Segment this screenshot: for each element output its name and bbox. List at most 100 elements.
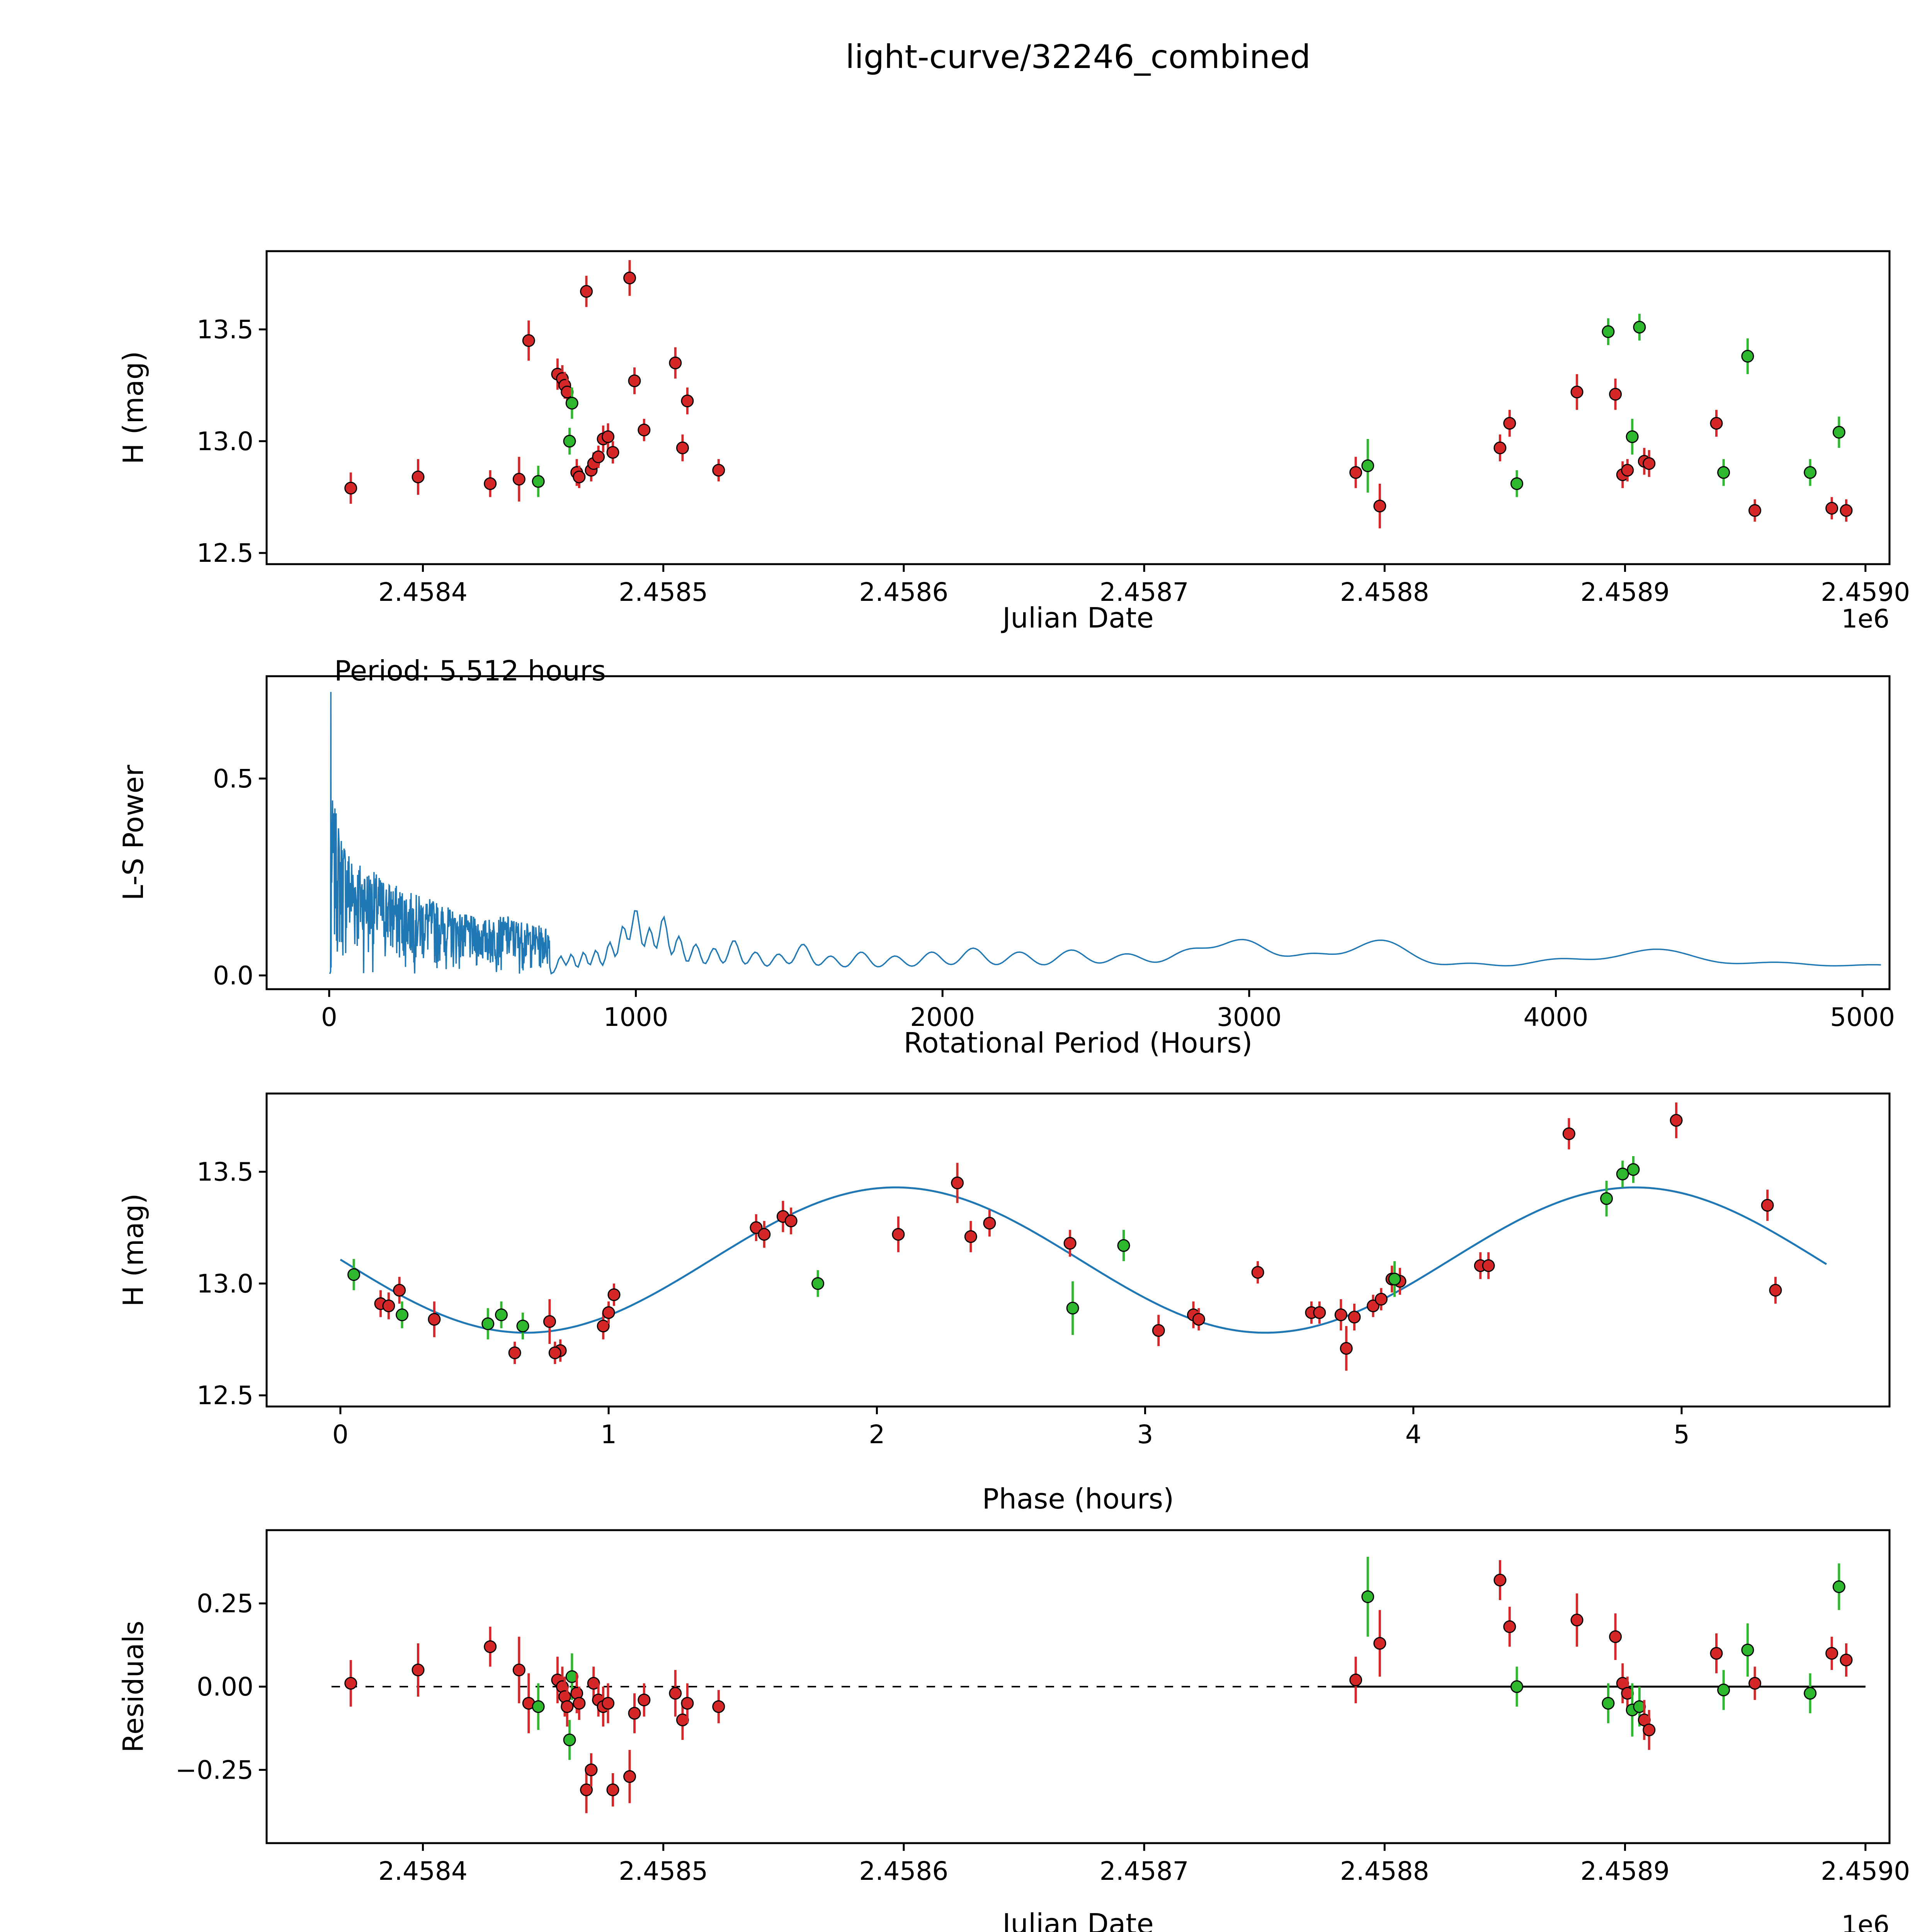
data-point-red — [580, 285, 593, 298]
x-tick-label: 4000 — [1524, 1002, 1588, 1032]
data-point-red — [1748, 1677, 1762, 1690]
panel-residuals: 2.4584 2.4585 2.4586 2.4587 2.4588 2.4589 2.45… — [175, 1529, 1910, 1886]
y-tick-label: 12.5 — [197, 1381, 253, 1410]
data-point-red — [1063, 1237, 1077, 1250]
residuals-x-offset-label: 1e6 — [1841, 1910, 1889, 1932]
data-point-red — [1748, 504, 1762, 517]
data-point-red — [1609, 388, 1622, 401]
phase-y-axis-label: H (mag) — [117, 1193, 150, 1307]
data-point-green — [1117, 1239, 1130, 1252]
data-point-green — [1510, 1680, 1524, 1693]
data-point-red — [628, 374, 641, 388]
data-point-red — [602, 1697, 615, 1710]
data-point-red — [1769, 1284, 1782, 1297]
y-tick-label: 13.0 — [197, 427, 253, 456]
light_curve-points — [344, 260, 1853, 529]
x-tick-label: 2.4590 — [1821, 577, 1910, 607]
y-tick-label: 13.0 — [197, 1269, 253, 1299]
data-point-green — [1741, 1643, 1754, 1656]
x-tick-label: 2.4586 — [859, 1856, 948, 1886]
periodogram-line — [329, 692, 1881, 975]
data-point-red — [1503, 1620, 1516, 1633]
data-point-red — [1340, 1342, 1353, 1355]
data-point-red — [1503, 417, 1516, 430]
data-point-green — [1602, 1697, 1615, 1710]
periodogram-x-axis-label: Rotational Period (Hours) — [903, 1027, 1253, 1059]
data-point-red — [602, 1306, 615, 1319]
data-point-red — [606, 1783, 619, 1796]
data-point-green — [516, 1320, 529, 1333]
data-point-red — [344, 481, 357, 495]
x-tick-label: 2.4586 — [859, 577, 948, 607]
axes-frame-light_curve — [265, 250, 1891, 565]
x-tick-label: 2000 — [910, 1002, 975, 1032]
data-point-green — [495, 1308, 508, 1321]
data-point-red — [964, 1230, 977, 1243]
data-point-red — [607, 1288, 621, 1301]
data-point-red — [592, 450, 605, 463]
data-point-green — [1804, 466, 1817, 479]
panel-periodogram: 0 1000 2000 3000 4000 5000 0.0 0.5 — [213, 675, 1895, 1032]
data-point-green — [396, 1308, 409, 1321]
x-tick-label: 2.4584 — [378, 1856, 468, 1886]
x-tick-label: 2.4584 — [378, 577, 468, 607]
data-point-red — [1643, 457, 1656, 470]
data-point-green — [1066, 1301, 1079, 1315]
residuals-y-axis-label: Residuals — [117, 1621, 150, 1753]
data-point-red — [1192, 1313, 1205, 1326]
data-point-green — [811, 1277, 825, 1290]
data-point-red — [758, 1228, 771, 1241]
x-tick-label: 2.4589 — [1580, 577, 1670, 607]
x-tick-label: 1 — [600, 1420, 617, 1449]
data-point-red — [1482, 1259, 1495, 1272]
data-point-red — [1334, 1308, 1347, 1321]
data-point-red — [1825, 1647, 1838, 1660]
data-point-red — [512, 473, 526, 486]
data-point-red — [1761, 1199, 1774, 1212]
x-tick-label: 2.4587 — [1100, 577, 1189, 607]
data-point-red — [412, 1663, 425, 1677]
data-point-red — [712, 1700, 725, 1713]
y-tick-label: 13.5 — [197, 315, 253, 345]
data-point-red — [750, 1221, 763, 1234]
x-tick-label: 2.4588 — [1340, 577, 1429, 607]
residuals-x-axis-label: Julian Date — [1002, 1908, 1154, 1932]
x-tick-label: 2.4585 — [619, 1856, 708, 1886]
panel-light_curve: 2.4584 2.4585 2.4586 2.4587 2.4588 2.4589 2.45… — [197, 250, 1910, 607]
data-point-green — [1627, 1163, 1640, 1176]
sinusoid-fit-line — [340, 1186, 1827, 1334]
data-point-red — [1349, 1673, 1362, 1687]
data-point-red — [623, 271, 636, 284]
data-point-red — [1373, 1637, 1386, 1650]
x-tick-label: 2.4589 — [1580, 1856, 1670, 1886]
data-point-red — [681, 395, 694, 408]
data-point-red — [344, 1677, 357, 1690]
data-point-red — [784, 1214, 798, 1228]
data-point-green — [1804, 1687, 1817, 1700]
data-point-red — [623, 1770, 636, 1783]
data-point-red — [1609, 1630, 1622, 1643]
data-point-red — [585, 1763, 598, 1776]
data-point-red — [1251, 1266, 1264, 1279]
data-point-green — [1361, 1590, 1374, 1603]
data-point-red — [1710, 417, 1723, 430]
data-point-red — [1374, 1293, 1388, 1306]
periodogram-y-axis-label: L-S Power — [117, 765, 150, 901]
axes-frame-phase_curve — [265, 1092, 1891, 1408]
data-point-red — [522, 334, 535, 347]
lightcurve-x-axis-label: Julian Date — [1002, 602, 1154, 634]
data-point-red — [606, 446, 619, 459]
data-point-red — [669, 1687, 682, 1700]
data-point-red — [1570, 386, 1583, 398]
data-point-red — [573, 1697, 586, 1710]
data-point-green — [563, 1733, 576, 1747]
data-point-red — [573, 470, 586, 483]
data-point-green — [563, 435, 576, 448]
axes-frame-periodogram — [265, 675, 1891, 990]
data-point-red — [1643, 1723, 1656, 1736]
figure-title: light-curve/32246_combined — [845, 38, 1311, 76]
x-tick-label: 2.4587 — [1100, 1856, 1189, 1886]
data-point-green — [1510, 477, 1524, 490]
data-point-red — [1710, 1647, 1723, 1660]
